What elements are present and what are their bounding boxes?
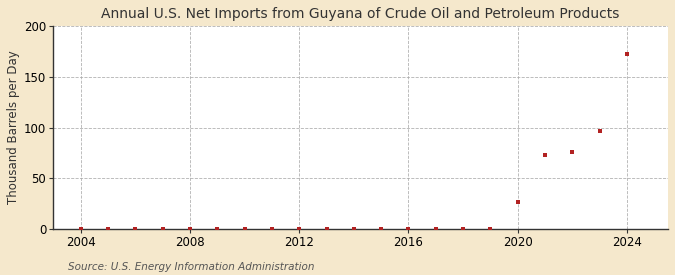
Point — [75, 227, 86, 231]
Y-axis label: Thousand Barrels per Day: Thousand Barrels per Day — [7, 51, 20, 204]
Point — [512, 199, 523, 204]
Point — [485, 227, 496, 231]
Title: Annual U.S. Net Imports from Guyana of Crude Oil and Petroleum Products: Annual U.S. Net Imports from Guyana of C… — [101, 7, 620, 21]
Point — [267, 227, 277, 231]
Point — [212, 227, 223, 231]
Point — [321, 227, 332, 231]
Point — [622, 51, 632, 56]
Point — [294, 227, 304, 231]
Point — [431, 227, 441, 231]
Point — [130, 227, 140, 231]
Point — [567, 150, 578, 154]
Point — [239, 227, 250, 231]
Point — [157, 227, 168, 231]
Point — [376, 227, 387, 231]
Text: Source: U.S. Energy Information Administration: Source: U.S. Energy Information Administ… — [68, 262, 314, 272]
Point — [103, 227, 113, 231]
Point — [184, 227, 195, 231]
Point — [348, 227, 359, 231]
Point — [403, 227, 414, 231]
Point — [595, 128, 605, 133]
Point — [540, 153, 551, 157]
Point — [458, 227, 468, 231]
